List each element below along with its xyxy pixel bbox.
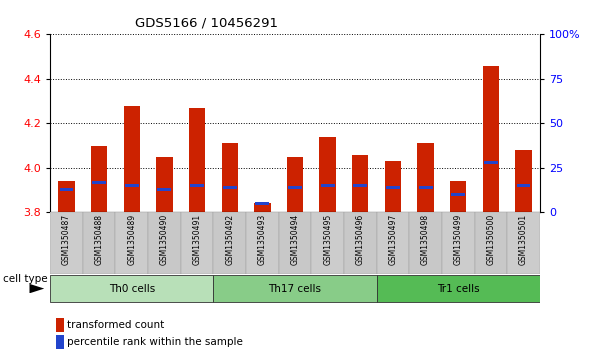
Bar (223, 186, 237, 189)
Text: GSM1350496: GSM1350496 (356, 214, 365, 265)
Text: GSM1350491: GSM1350491 (192, 214, 202, 265)
Text: GSM1350489: GSM1350489 (127, 214, 136, 265)
Text: cell type: cell type (3, 274, 48, 284)
Bar (116, 212, 148, 274)
Bar (451, 193, 465, 196)
Text: GSM1350500: GSM1350500 (486, 214, 496, 265)
Bar (352, 155, 368, 212)
Bar (442, 212, 474, 274)
Bar (60, 188, 73, 191)
Bar (56, 335, 64, 349)
Bar (419, 186, 432, 189)
Text: Th0 cells: Th0 cells (109, 284, 155, 294)
Bar (156, 157, 172, 212)
Bar (288, 186, 302, 189)
Text: Th17 cells: Th17 cells (268, 284, 322, 294)
Text: GSM1350494: GSM1350494 (290, 214, 300, 265)
Bar (190, 184, 204, 187)
Bar (312, 212, 344, 274)
Bar (386, 186, 400, 189)
Text: GSM1350487: GSM1350487 (62, 214, 71, 265)
Bar (181, 212, 214, 274)
Bar (517, 184, 530, 187)
Text: Tr1 cells: Tr1 cells (437, 284, 480, 294)
Bar (189, 108, 205, 212)
Bar (148, 212, 181, 274)
Text: GDS5166 / 10456291: GDS5166 / 10456291 (135, 16, 278, 29)
Bar (158, 188, 171, 191)
Bar (125, 184, 139, 187)
Bar (484, 161, 498, 164)
Bar (516, 150, 532, 212)
Bar (321, 184, 335, 187)
Bar (214, 275, 376, 302)
Bar (50, 212, 83, 274)
Bar (344, 212, 376, 274)
Text: GSM1350493: GSM1350493 (258, 214, 267, 265)
Text: percentile rank within the sample: percentile rank within the sample (67, 337, 243, 347)
Bar (58, 181, 74, 212)
Bar (254, 204, 270, 212)
Bar (278, 212, 312, 274)
Bar (124, 106, 140, 212)
Bar (92, 181, 106, 184)
Bar (376, 275, 540, 302)
Bar (255, 202, 269, 205)
Bar (91, 146, 107, 212)
Bar (474, 212, 507, 274)
Bar (50, 275, 214, 302)
Text: GSM1350488: GSM1350488 (94, 214, 104, 265)
Bar (287, 157, 303, 212)
Text: GSM1350497: GSM1350497 (388, 214, 398, 265)
Bar (320, 137, 336, 212)
Text: GSM1350495: GSM1350495 (323, 214, 332, 265)
Bar (507, 212, 540, 274)
Text: GSM1350499: GSM1350499 (454, 214, 463, 265)
Bar (450, 181, 467, 212)
Text: transformed count: transformed count (67, 320, 165, 330)
Bar (56, 318, 64, 332)
Bar (483, 66, 499, 212)
Bar (83, 212, 116, 274)
Polygon shape (30, 284, 44, 293)
Bar (246, 212, 278, 274)
Bar (222, 143, 238, 212)
Text: GSM1350492: GSM1350492 (225, 214, 234, 265)
Text: GSM1350498: GSM1350498 (421, 214, 430, 265)
Bar (385, 161, 401, 212)
Bar (214, 212, 246, 274)
Bar (409, 212, 442, 274)
Bar (353, 184, 367, 187)
Bar (418, 143, 434, 212)
Bar (376, 212, 409, 274)
Text: GSM1350501: GSM1350501 (519, 214, 528, 265)
Text: GSM1350490: GSM1350490 (160, 214, 169, 265)
